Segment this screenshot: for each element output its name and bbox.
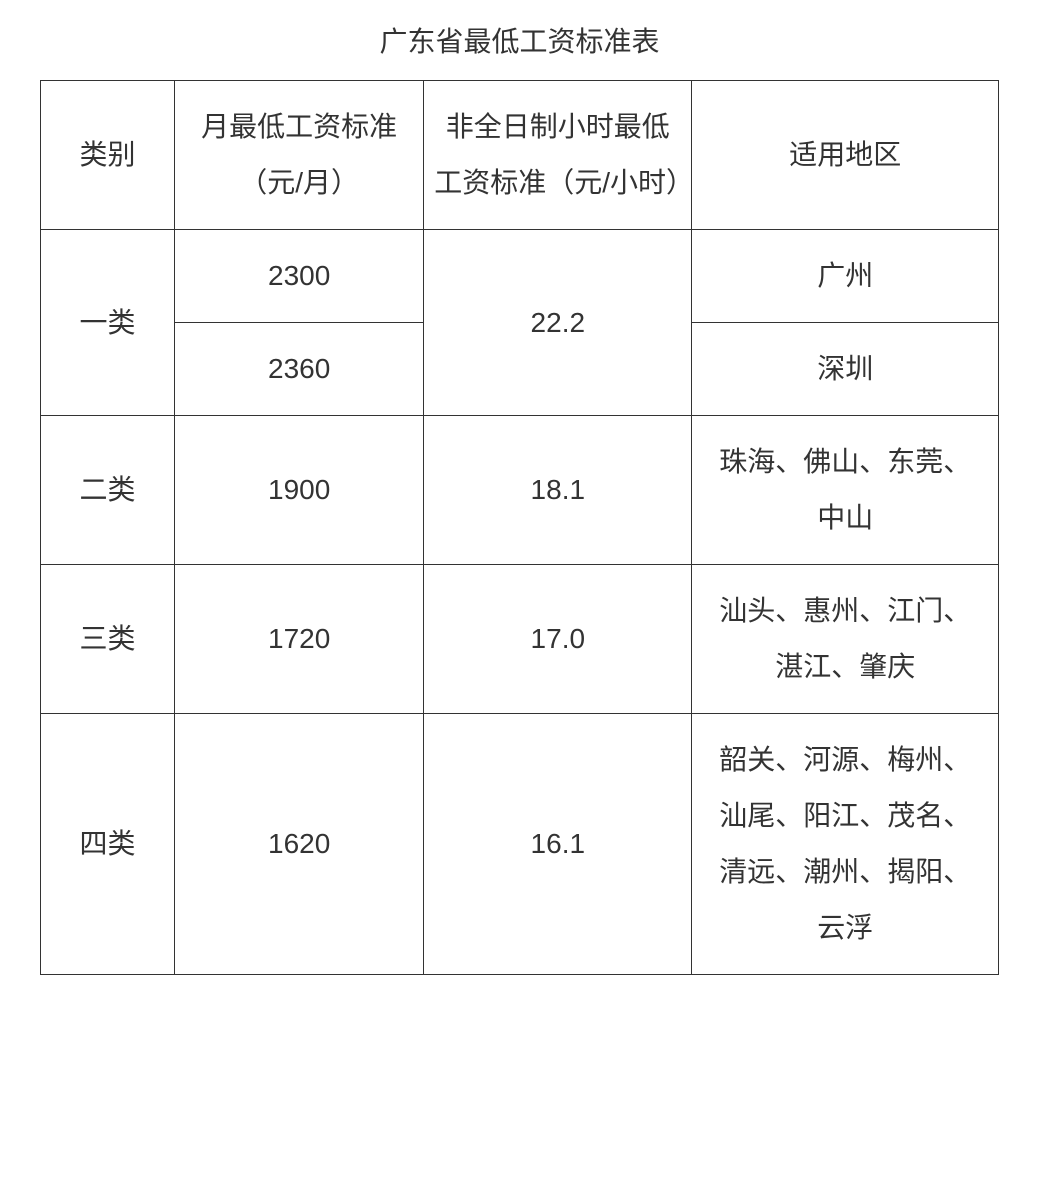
- header-region: 适用地区: [692, 81, 999, 230]
- cell-region: 深圳: [692, 323, 999, 416]
- cell-category: 一类: [41, 230, 175, 416]
- table-row: 二类 1900 18.1 珠海、佛山、东莞、中山: [41, 416, 999, 565]
- cell-region: 广州: [692, 230, 999, 323]
- header-monthly: 月最低工资标准（元/月）: [175, 81, 424, 230]
- cell-monthly: 2300: [175, 230, 424, 323]
- cell-region: 汕头、惠州、江门、湛江、肇庆: [692, 565, 999, 714]
- cell-monthly: 1900: [175, 416, 424, 565]
- cell-monthly: 1720: [175, 565, 424, 714]
- cell-hourly: 18.1: [424, 416, 692, 565]
- cell-category: 三类: [41, 565, 175, 714]
- cell-category: 二类: [41, 416, 175, 565]
- cell-monthly: 1620: [175, 714, 424, 975]
- cell-monthly: 2360: [175, 323, 424, 416]
- table-row: 一类 2300 22.2 广州: [41, 230, 999, 323]
- table-header-row: 类别 月最低工资标准（元/月） 非全日制小时最低工资标准（元/小时） 适用地区: [41, 81, 999, 230]
- wage-table: 类别 月最低工资标准（元/月） 非全日制小时最低工资标准（元/小时） 适用地区 …: [40, 80, 999, 975]
- header-hourly: 非全日制小时最低工资标准（元/小时）: [424, 81, 692, 230]
- cell-hourly: 22.2: [424, 230, 692, 416]
- page-title: 广东省最低工资标准表: [40, 20, 999, 60]
- table-row: 三类 1720 17.0 汕头、惠州、江门、湛江、肇庆: [41, 565, 999, 714]
- cell-hourly: 16.1: [424, 714, 692, 975]
- cell-category: 四类: [41, 714, 175, 975]
- cell-hourly: 17.0: [424, 565, 692, 714]
- table-row: 四类 1620 16.1 韶关、河源、梅州、汕尾、阳江、茂名、清远、潮州、揭阳、…: [41, 714, 999, 975]
- cell-region: 韶关、河源、梅州、汕尾、阳江、茂名、清远、潮州、揭阳、云浮: [692, 714, 999, 975]
- header-category: 类别: [41, 81, 175, 230]
- cell-region: 珠海、佛山、东莞、中山: [692, 416, 999, 565]
